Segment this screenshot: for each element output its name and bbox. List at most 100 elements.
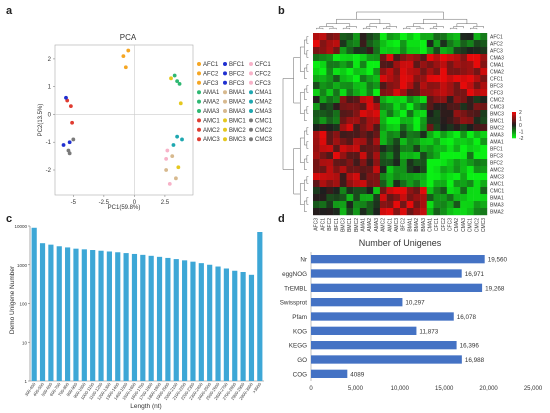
annotation-category-label: Nr [300, 257, 307, 264]
heatmap-cell [386, 201, 394, 209]
heatmap-cell [373, 166, 381, 174]
annotation-value-label: 19,268 [485, 285, 505, 292]
heatmap-cell [460, 145, 468, 153]
heatmap-cell [453, 194, 461, 202]
heatmap-legend-swatch [512, 119, 516, 122]
heatmap-cell [326, 75, 334, 83]
heatmap-cell [346, 68, 354, 76]
annotation-value-label: 16,971 [465, 271, 485, 278]
heatmap-cell [426, 33, 434, 41]
heatmap-cell [426, 124, 434, 132]
heatmap-cell [333, 124, 340, 132]
heatmap-cell [440, 75, 448, 83]
heatmap-cell [480, 47, 488, 55]
pca-point-bma3 [164, 168, 169, 172]
heatmap-cell [440, 194, 448, 202]
heatmap-cell [466, 96, 474, 104]
heatmap-cell [433, 96, 441, 104]
heatmap-cell [359, 152, 367, 160]
heatmap-cell [446, 131, 454, 139]
heatmap-cell [326, 159, 334, 167]
heatmap-cell [400, 173, 407, 181]
length-y-tick-label: 1000 [17, 263, 28, 268]
heatmap-cell [339, 82, 347, 90]
heatmap-cell [406, 103, 414, 111]
heatmap-cell [446, 145, 454, 153]
pca-legend-label: BMA2 [229, 100, 246, 106]
heatmap-cell [433, 61, 441, 69]
heatmap-cell [420, 54, 427, 62]
heatmap-row-label: AMA3 [490, 132, 504, 138]
dendrogram-branch [306, 127, 309, 135]
heatmap-cell [453, 138, 461, 146]
heatmap-cell [379, 89, 387, 97]
dendrogram-branch [306, 155, 309, 163]
heatmap-cell [406, 117, 414, 125]
heatmap-cell [433, 201, 441, 209]
heatmap-cell [466, 180, 474, 188]
dendrogram-branch [386, 26, 397, 29]
heatmap-cell [466, 117, 474, 125]
heatmap-cell [420, 47, 427, 55]
pca-legend-label: AMA3 [203, 109, 220, 115]
pca-x-tick-label: -5 [71, 200, 77, 206]
heatmap-cell [366, 96, 374, 104]
heatmap-cell [426, 110, 434, 118]
heatmap-legend-swatch [512, 128, 516, 131]
heatmap-legend-swatch [512, 123, 516, 126]
heatmap-cell [406, 180, 414, 188]
heatmap-cell [400, 194, 407, 202]
heatmap-cell [413, 145, 421, 153]
heatmap-cell [333, 194, 340, 202]
heatmap-cell [466, 166, 474, 174]
heatmap-cell [433, 117, 441, 125]
heatmap-cell [420, 180, 427, 188]
heatmap-cell [420, 103, 427, 111]
annotation-bar-eggnog [311, 269, 462, 278]
pca-legend-label: BMC2 [229, 128, 246, 134]
heatmap-cell [359, 61, 367, 69]
heatmap-cell [313, 124, 320, 132]
length-bar [98, 250, 104, 381]
heatmap-cell [406, 131, 414, 139]
heatmap-cell [359, 159, 367, 167]
dendrogram-branch [413, 23, 438, 27]
heatmap-row-label: BMC2 [490, 125, 504, 131]
heatmap-cell [433, 131, 441, 139]
heatmap-cell [413, 138, 421, 146]
heatmap-cell [460, 117, 468, 125]
heatmap-cell [433, 145, 441, 153]
heatmap-cell [326, 180, 334, 188]
heatmap-cell [339, 103, 347, 111]
length-bar [165, 257, 171, 381]
heatmap-cell [319, 152, 327, 160]
heatmap-cell [466, 68, 474, 76]
heatmap-cell [466, 187, 474, 195]
heatmap-column-label: AMA2 [367, 218, 373, 232]
heatmap-cell [366, 159, 374, 167]
heatmap-cell [460, 208, 468, 216]
heatmap-cell [413, 110, 421, 118]
heatmap-cell [366, 40, 374, 48]
heatmap-cell [379, 103, 387, 111]
heatmap-cell [319, 187, 327, 195]
heatmap-cell [386, 47, 394, 55]
heatmap-cell [473, 75, 481, 83]
heatmap-column-label: AMA1 [361, 218, 367, 232]
heatmap-cell [386, 145, 394, 153]
heatmap-cell [359, 33, 367, 41]
heatmap-cell [420, 187, 427, 195]
heatmap-cell [353, 68, 361, 76]
heatmap-cell [460, 82, 468, 90]
heatmap-cell [460, 166, 468, 174]
heatmap-cell [400, 117, 407, 125]
heatmap-cell [386, 61, 394, 69]
heatmap-cell [413, 166, 421, 174]
heatmap-cell [333, 145, 340, 153]
dendrogram-branch [306, 50, 309, 58]
heatmap-cell [319, 40, 327, 48]
length-bar [131, 253, 138, 381]
heatmap-cell [346, 145, 354, 153]
heatmap-row-label: BFC3 [490, 153, 503, 159]
heatmap-cell [400, 40, 407, 48]
